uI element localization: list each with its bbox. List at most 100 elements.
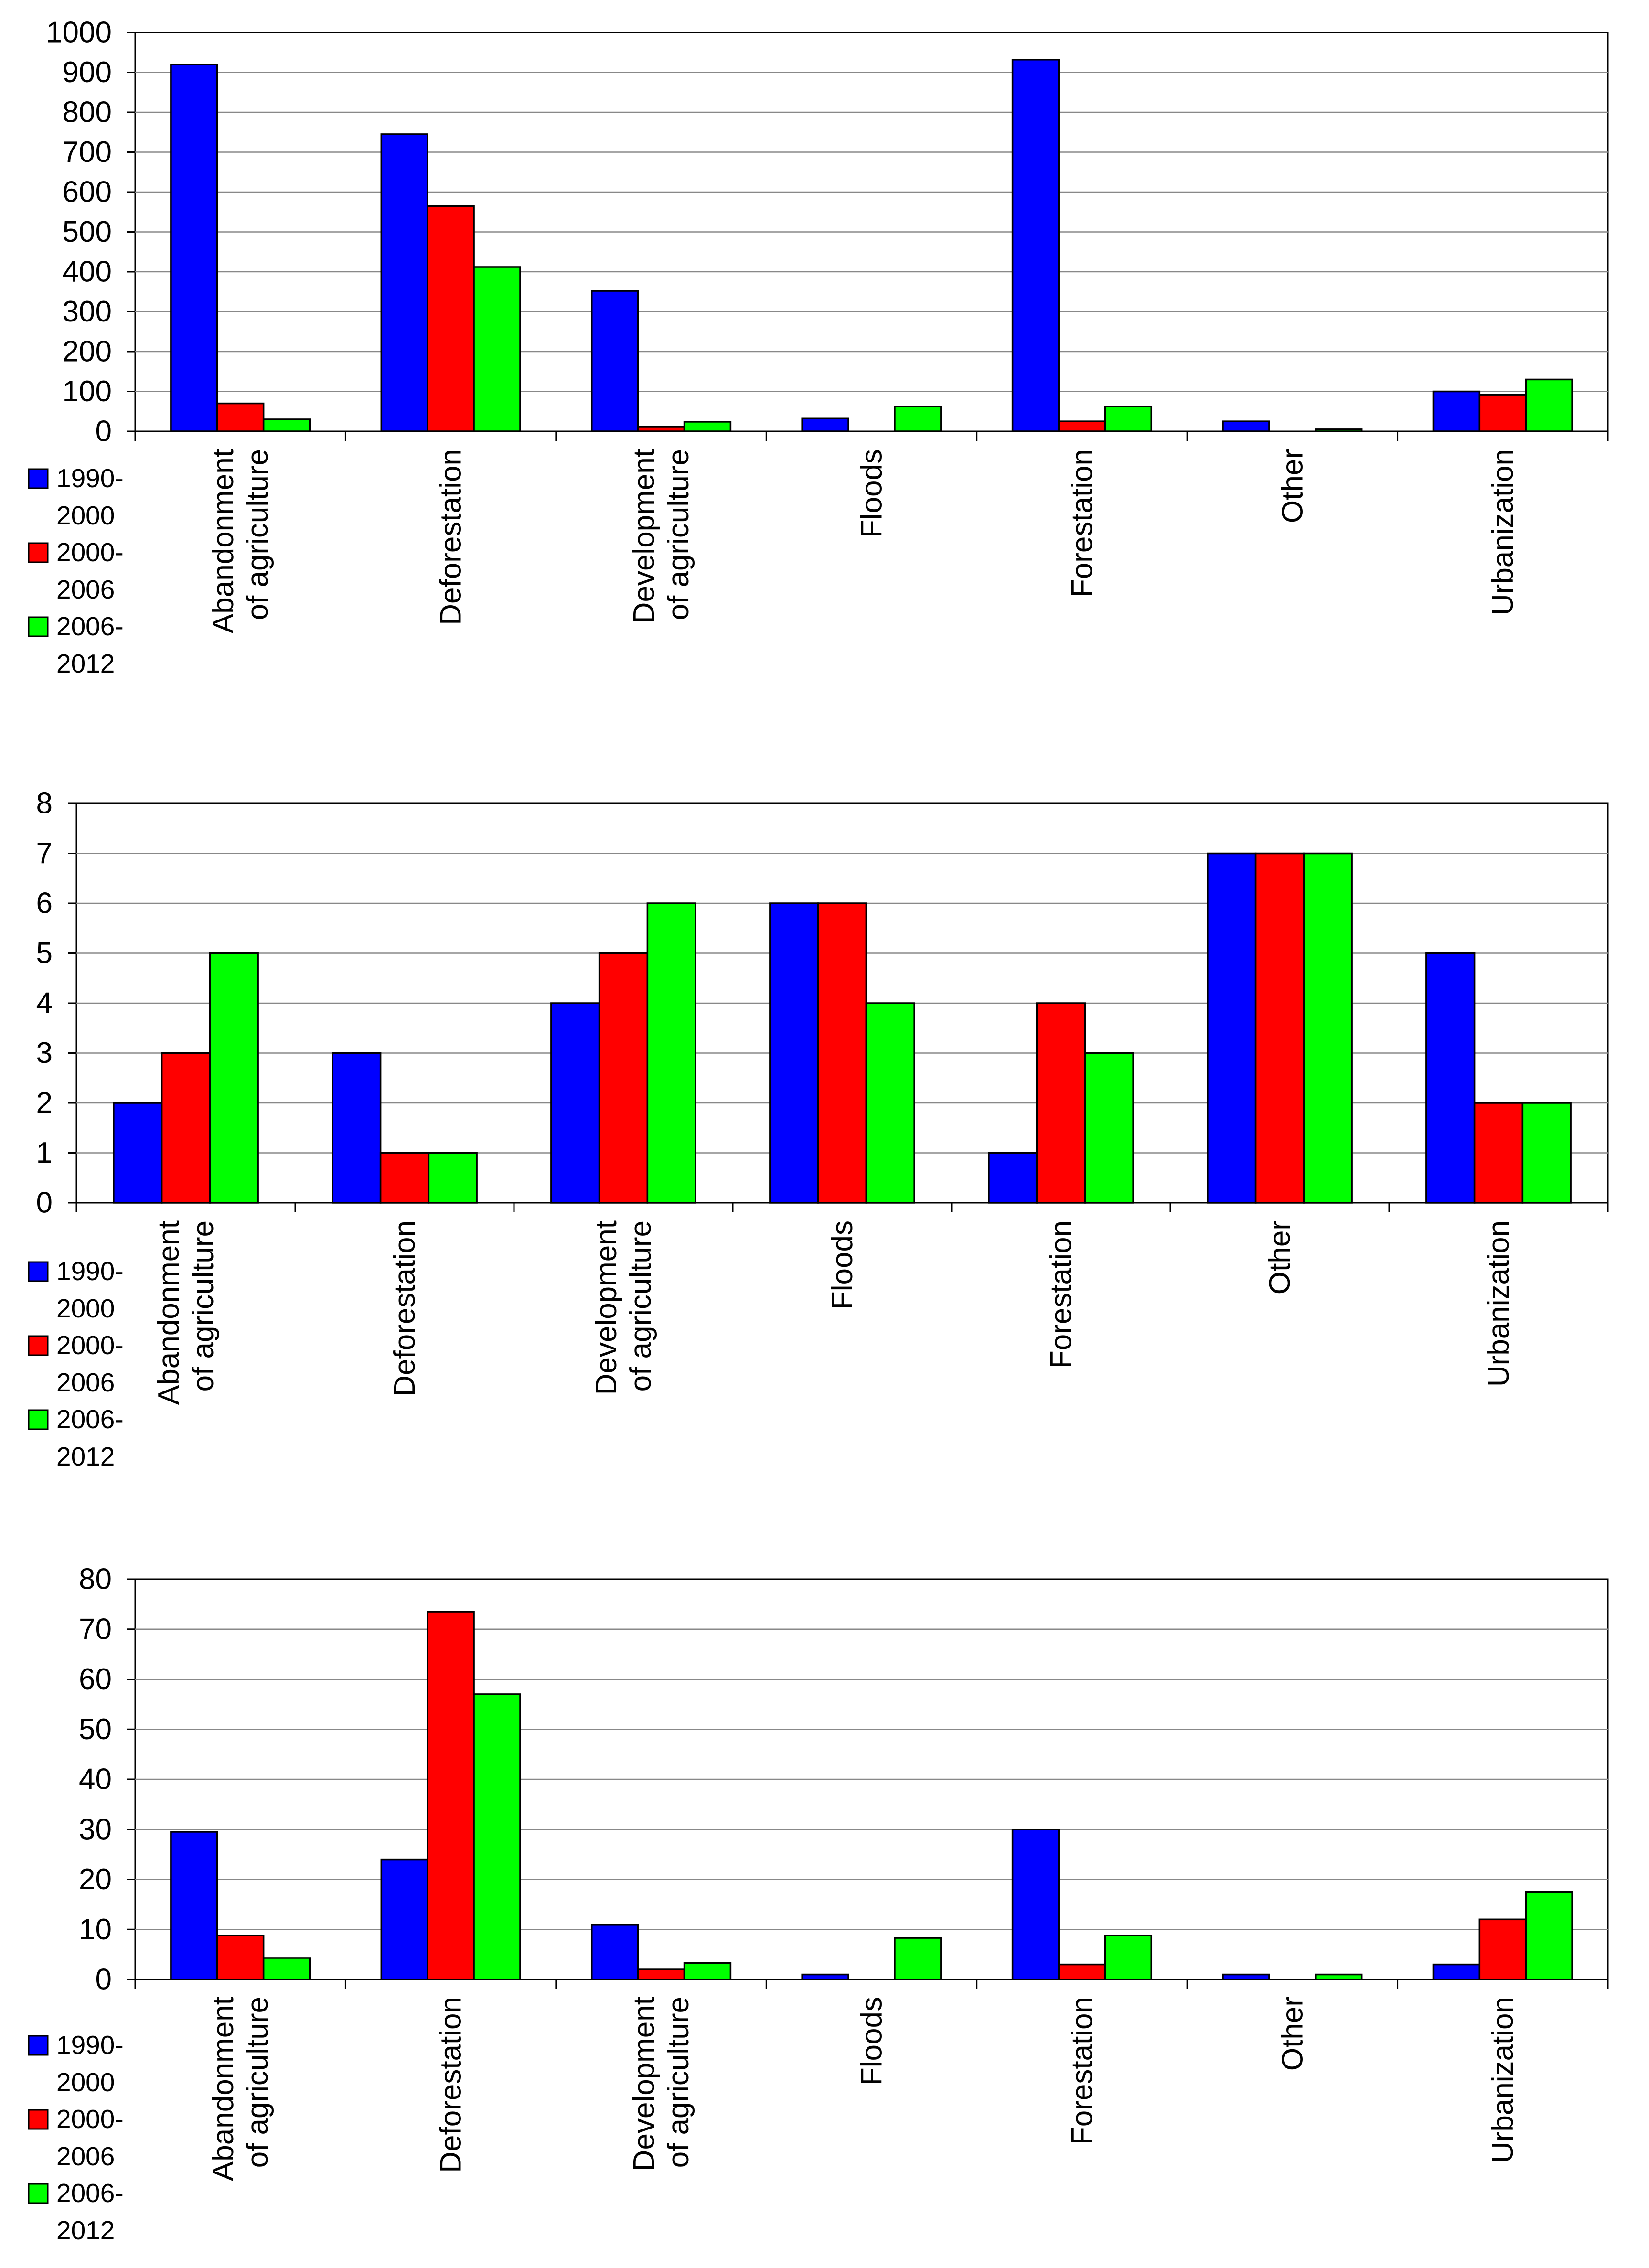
- bar-2006-2012-other: [1315, 1973, 1363, 1980]
- legend-label: 2012: [56, 2215, 115, 2245]
- bar-1990-2000-deforestation: [380, 133, 428, 432]
- legend-label: 2006: [56, 2141, 115, 2171]
- bar-2006-2012-forestation: [1104, 1935, 1153, 1980]
- bar-1990-2000-deforestation: [380, 1858, 428, 1980]
- bar-2000-2006-development-of-agriculture: [637, 1968, 685, 1980]
- bar-2006-2012-development-of-agriculture: [646, 902, 696, 1204]
- y-tick-label: 200: [63, 335, 112, 368]
- category-label-line: Deforestation: [435, 1997, 468, 2173]
- bar-2006-2012-abandonment-of-agriculture: [262, 1957, 311, 1980]
- bar-2000-2006-development-of-agriculture: [637, 426, 685, 432]
- y-tick-label: 8: [36, 787, 53, 820]
- bar-2000-2006-forestation: [1058, 1963, 1106, 1980]
- y-tick-label: 1: [36, 1136, 53, 1169]
- bar-1990-2000-other: [1222, 1973, 1270, 1980]
- category-label-line: Forestation: [1066, 449, 1099, 597]
- category-label: Forestation: [1066, 1997, 1099, 2145]
- legend-label: 1990-: [56, 463, 124, 493]
- legend-label: 2012: [56, 1442, 115, 1471]
- bar-1990-2000-forestation: [988, 1152, 1038, 1204]
- legend-label: 1990-: [56, 2030, 124, 2060]
- y-tick-label: 100: [63, 375, 112, 408]
- bar-2000-2006-urbanization: [1478, 1918, 1527, 1980]
- category-label-line: Development: [590, 1220, 623, 1395]
- category-label: Floods: [856, 1997, 889, 2086]
- bar-1990-2000-floods: [801, 417, 849, 432]
- y-tick-label: 900: [63, 56, 112, 89]
- bar-1990-2000-urbanization: [1425, 952, 1476, 1204]
- category-label-line: of agriculture: [662, 1997, 695, 2168]
- bar-1990-2000-floods: [769, 902, 819, 1204]
- bar-1990-2000-urbanization: [1432, 1963, 1481, 1980]
- y-tick-label: 20: [79, 1863, 112, 1896]
- category-label-line: Other: [1276, 449, 1309, 523]
- category-label-line: Development: [628, 449, 661, 623]
- category-label: Forestation: [1045, 1220, 1078, 1369]
- category-label: Deforestation: [435, 1997, 468, 2173]
- y-tick-label: 0: [36, 1187, 53, 1220]
- legend-label: 2000: [56, 2067, 115, 2097]
- category-label-line: Abandonment: [207, 1997, 240, 2181]
- bar-2000-2006-urbanization: [1478, 394, 1527, 432]
- category-label-line: Other: [1276, 1997, 1309, 2071]
- y-tick-label: 2: [36, 1087, 53, 1120]
- y-tick-label: 50: [79, 1713, 112, 1746]
- legend-swatch: [28, 2035, 49, 2056]
- bar-2006-2012-urbanization: [1525, 1891, 1573, 1980]
- category-label: Abandonmentof agriculture: [207, 1997, 274, 2181]
- category-label: Other: [1276, 1997, 1309, 2071]
- bar-1990-2000-other: [1207, 852, 1257, 1204]
- category-label: Developmentof agriculture: [628, 1997, 695, 2171]
- bar-2006-2012-deforestation: [473, 266, 521, 432]
- category-label: Deforestation: [388, 1220, 421, 1397]
- category-label-line: of agriculture: [187, 1220, 220, 1391]
- category-label-line: Urbanization: [1487, 1997, 1520, 2163]
- legend-label: 2000: [56, 501, 115, 530]
- bar-2006-2012-other: [1315, 428, 1363, 432]
- bar-2000-2006-floods: [817, 902, 867, 1204]
- y-tick-label: 800: [63, 96, 112, 129]
- category-label: Urbanization: [1487, 449, 1520, 615]
- bar-2006-2012-other: [1303, 852, 1353, 1204]
- y-tick-label: 1000: [46, 16, 112, 49]
- category-label-line: of agriculture: [241, 1997, 274, 2168]
- category-label: Urbanization: [1487, 1997, 1520, 2163]
- category-label-line: Floods: [856, 449, 889, 538]
- legend-swatch: [28, 2183, 49, 2204]
- bar-1990-2000-abandonment-of-agriculture: [113, 1102, 163, 1204]
- y-tick-label: 700: [63, 136, 112, 169]
- legend-swatch: [28, 2109, 49, 2130]
- y-tick-label: 6: [36, 887, 53, 920]
- category-label: Other: [1276, 449, 1309, 523]
- chart-1: 0 100 200 300 400 500 600 700 800 900 1000 Abandonm…: [28, 16, 1609, 678]
- category-label: Other: [1264, 1220, 1296, 1294]
- y-tick-label: 600: [63, 176, 112, 209]
- category-label: Deforestation: [435, 449, 468, 625]
- category-label-line: Abandonment: [152, 1220, 185, 1405]
- legend-swatch: [28, 616, 49, 637]
- bar-1990-2000-abandonment-of-agriculture: [170, 1831, 218, 1980]
- y-tick-label: 70: [79, 1613, 112, 1646]
- category-label-line: of agriculture: [624, 1220, 657, 1391]
- bar-1990-2000-abandonment-of-agriculture: [170, 64, 218, 432]
- legend-label: 2006: [56, 575, 115, 604]
- bar-1990-2000-other: [1222, 420, 1270, 432]
- legend-swatch: [28, 1409, 49, 1430]
- y-tick-label: 40: [79, 1763, 112, 1796]
- legend-swatch: [28, 468, 49, 489]
- category-label-line: Urbanization: [1482, 1220, 1515, 1387]
- bar-2006-2012-deforestation: [473, 1693, 521, 1980]
- bar-1990-2000-forestation: [1011, 59, 1060, 432]
- y-tick-label: 5: [36, 937, 53, 970]
- category-label: Forestation: [1066, 449, 1099, 597]
- category-label-line: Deforestation: [435, 449, 468, 625]
- bar-2000-2006-abandonment-of-agriculture: [161, 1052, 211, 1204]
- bar-2000-2006-other: [1254, 852, 1305, 1204]
- y-tick-label: 60: [79, 1663, 112, 1696]
- legend-label: 2000: [56, 1294, 115, 1323]
- legend-label: 2000-: [56, 537, 124, 567]
- y-tick-label: 80: [79, 1563, 112, 1596]
- bar-1990-2000-floods: [801, 1973, 849, 1980]
